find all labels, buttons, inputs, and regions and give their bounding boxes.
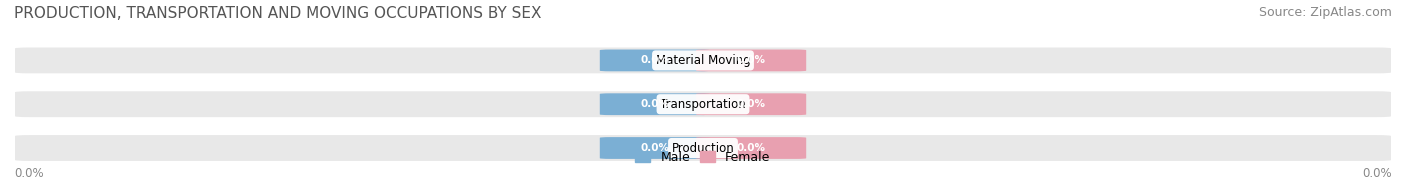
Text: 0.0%: 0.0% — [737, 143, 766, 153]
FancyBboxPatch shape — [696, 50, 806, 71]
Text: Production: Production — [672, 142, 734, 154]
FancyBboxPatch shape — [600, 93, 710, 115]
Legend: Male, Female: Male, Female — [630, 145, 776, 170]
FancyBboxPatch shape — [696, 93, 806, 115]
Text: PRODUCTION, TRANSPORTATION AND MOVING OCCUPATIONS BY SEX: PRODUCTION, TRANSPORTATION AND MOVING OC… — [14, 6, 541, 21]
FancyBboxPatch shape — [15, 91, 1391, 117]
Text: 0.0%: 0.0% — [737, 55, 766, 65]
Text: 0.0%: 0.0% — [737, 99, 766, 109]
FancyBboxPatch shape — [15, 47, 1391, 73]
Text: 0.0%: 0.0% — [640, 55, 669, 65]
FancyBboxPatch shape — [600, 137, 710, 159]
Text: 0.0%: 0.0% — [1362, 167, 1392, 180]
Text: 0.0%: 0.0% — [14, 167, 44, 180]
FancyBboxPatch shape — [600, 50, 710, 71]
Text: Material Moving: Material Moving — [655, 54, 751, 67]
Text: Source: ZipAtlas.com: Source: ZipAtlas.com — [1258, 6, 1392, 19]
Text: 0.0%: 0.0% — [640, 99, 669, 109]
Text: 0.0%: 0.0% — [640, 143, 669, 153]
FancyBboxPatch shape — [15, 135, 1391, 161]
FancyBboxPatch shape — [696, 137, 806, 159]
Text: Transportation: Transportation — [661, 98, 745, 111]
